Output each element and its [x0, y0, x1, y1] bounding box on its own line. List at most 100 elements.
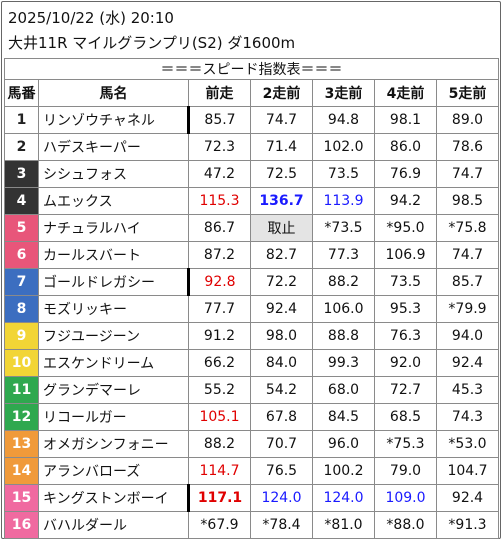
horse-name: エスケンドリーム	[38, 349, 189, 377]
horse-number: 8	[4, 295, 39, 323]
speed-index-2-races-ago: 136.7	[250, 187, 313, 215]
speed-index-3-races-ago: 94.8	[312, 106, 375, 134]
horse-name: オメガシンフォニー	[38, 430, 189, 458]
horse-row: 12 リコールガー 105.1 67.8 84.5 68.5 74.3	[4, 403, 500, 431]
horse-name: リンゾウチャネル	[38, 106, 190, 134]
col-header-2-races-ago: 2走前	[250, 79, 313, 107]
speed-index-2-races-ago: *78.4	[250, 511, 313, 539]
speed-index-3-races-ago: 96.0	[312, 430, 375, 458]
col-header-3-races-ago: 3走前	[312, 79, 375, 107]
speed-index-4-races-ago: 95.3	[374, 295, 437, 323]
speed-index-4-races-ago: *75.3	[374, 430, 437, 458]
speed-index-4-races-ago: 106.9	[374, 241, 437, 269]
speed-index-4-races-ago: 109.0	[374, 484, 437, 512]
horse-number: 13	[4, 430, 39, 458]
horse-name: ムエックス	[38, 187, 189, 215]
horse-row: 14 アランバローズ 114.7 76.5 100.2 79.0 104.7	[4, 457, 500, 485]
speed-index-4-races-ago: 72.7	[374, 376, 437, 404]
horse-number: 16	[4, 511, 39, 539]
horse-number: 10	[4, 349, 39, 377]
horse-row: 7 ゴールドレガシー 92.8 72.2 88.2 73.5 85.7	[4, 268, 500, 296]
horse-name: シシュフォス	[38, 160, 189, 188]
speed-index-2-races-ago: 84.0	[250, 349, 313, 377]
horse-name: ゴールドレガシー	[38, 268, 190, 296]
speed-index-3-races-ago: 84.5	[312, 403, 375, 431]
horse-row: 11 グランデマーレ 55.2 54.2 68.0 72.7 45.3	[4, 376, 500, 404]
horse-row: 1 リンゾウチャネル 85.7 74.7 94.8 98.1 89.0	[4, 106, 500, 134]
speed-index-3-races-ago: 73.5	[312, 160, 375, 188]
speed-index-last-race: 91.2	[188, 322, 251, 350]
horse-number: 5	[4, 214, 39, 242]
table-header-row: 馬番 馬名 前走 2走前 3走前 4走前 5走前	[4, 79, 500, 107]
horse-number: 15	[4, 484, 39, 512]
speed-index-4-races-ago: 86.0	[374, 133, 437, 161]
horse-name: カールスバート	[38, 241, 189, 269]
speed-index-last-race: 105.1	[188, 403, 251, 431]
speed-index-3-races-ago: 106.0	[312, 295, 375, 323]
col-header-5-races-ago: 5走前	[435, 79, 500, 107]
speed-index-2-races-ago: 取止	[250, 214, 313, 242]
speed-index-4-races-ago: 92.0	[374, 349, 437, 377]
speed-index-last-race: *67.9	[188, 511, 251, 539]
speed-index-3-races-ago: 102.0	[312, 133, 375, 161]
race-datetime: 2025/10/22 (水) 20:10	[8, 9, 174, 27]
col-header-horse-name: 馬名	[38, 79, 189, 107]
speed-index-last-race: 77.7	[188, 295, 251, 323]
speed-index-2-races-ago: 98.0	[250, 322, 313, 350]
horse-name: リコールガー	[38, 403, 189, 431]
speed-index-5-races-ago: 74.3	[435, 403, 500, 431]
speed-index-5-races-ago: *53.0	[435, 430, 500, 458]
speed-index-4-races-ago: 98.1	[374, 106, 437, 134]
horse-row: 2 ハデスキーパー 72.3 71.4 102.0 86.0 78.6	[4, 133, 500, 161]
speed-index-3-races-ago: 77.3	[312, 241, 375, 269]
horse-number: 3	[4, 160, 39, 188]
speed-index-last-race: 85.7	[188, 106, 251, 134]
speed-index-3-races-ago: 88.2	[312, 268, 375, 296]
horse-name: ハデスキーパー	[38, 133, 189, 161]
horse-number: 14	[4, 457, 39, 485]
speed-index-2-races-ago: 70.7	[250, 430, 313, 458]
speed-index-2-races-ago: 71.4	[250, 133, 313, 161]
col-header-4-races-ago: 4走前	[374, 79, 437, 107]
horse-name: アランバローズ	[38, 457, 189, 485]
speed-index-last-race: 87.2	[188, 241, 251, 269]
horse-number: 12	[4, 403, 39, 431]
horse-number: 4	[4, 187, 39, 215]
speed-index-2-races-ago: 92.4	[250, 295, 313, 323]
speed-index-5-races-ago: 94.0	[435, 322, 500, 350]
speed-index-4-races-ago: *95.0	[374, 214, 437, 242]
speed-index-3-races-ago: 68.0	[312, 376, 375, 404]
horse-name: バハルダール	[38, 511, 189, 539]
horse-row: 15 キングストンボーイ 117.1 124.0 124.0 109.0 92.4	[4, 484, 500, 512]
horse-number: 7	[4, 268, 39, 296]
horse-row: 8 モズリッキー 77.7 92.4 106.0 95.3 *79.9	[4, 295, 500, 323]
speed-index-5-races-ago: 85.7	[435, 268, 500, 296]
speed-index-5-races-ago: 104.7	[435, 457, 500, 485]
horse-name: フジユージーン	[38, 322, 189, 350]
speed-index-last-race: 92.8	[188, 268, 251, 296]
horse-number: 6	[4, 241, 39, 269]
speed-index-4-races-ago: 68.5	[374, 403, 437, 431]
horse-number: 11	[4, 376, 39, 404]
speed-index-last-race: 55.2	[188, 376, 251, 404]
horse-row: 6 カールスバート 87.2 82.7 77.3 106.9 74.7	[4, 241, 500, 269]
speed-index-5-races-ago: *91.3	[435, 511, 500, 539]
speed-index-5-races-ago: 74.7	[435, 160, 500, 188]
speed-index-3-races-ago: 100.2	[312, 457, 375, 485]
speed-index-2-races-ago: 72.5	[250, 160, 313, 188]
horse-name: キングストンボーイ	[38, 484, 190, 512]
speed-index-2-races-ago: 67.8	[250, 403, 313, 431]
speed-index-5-races-ago: 45.3	[435, 376, 500, 404]
speed-index-2-races-ago: 124.0	[250, 484, 313, 512]
col-header-last-race: 前走	[188, 79, 251, 107]
speed-index-3-races-ago: *73.5	[312, 214, 375, 242]
horse-number: 1	[4, 106, 39, 134]
speed-index-table: ＝＝＝スピード指数表＝＝＝ 馬番 馬名 前走 2走前 3走前 4走前 5走前 1…	[3, 58, 500, 539]
speed-index-last-race: 114.7	[188, 457, 251, 485]
horse-row: 13 オメガシンフォニー 88.2 70.7 96.0 *75.3 *53.0	[4, 430, 500, 458]
speed-index-5-races-ago: 92.4	[435, 349, 500, 377]
speed-index-5-races-ago: 92.4	[435, 484, 500, 512]
horse-row: 5 ナチュラルハイ 86.7 取止 *73.5 *95.0 *75.8	[4, 214, 500, 242]
horse-row: 10 エスケンドリーム 66.2 84.0 99.3 92.0 92.4	[4, 349, 500, 377]
col-header-number: 馬番	[4, 79, 39, 107]
